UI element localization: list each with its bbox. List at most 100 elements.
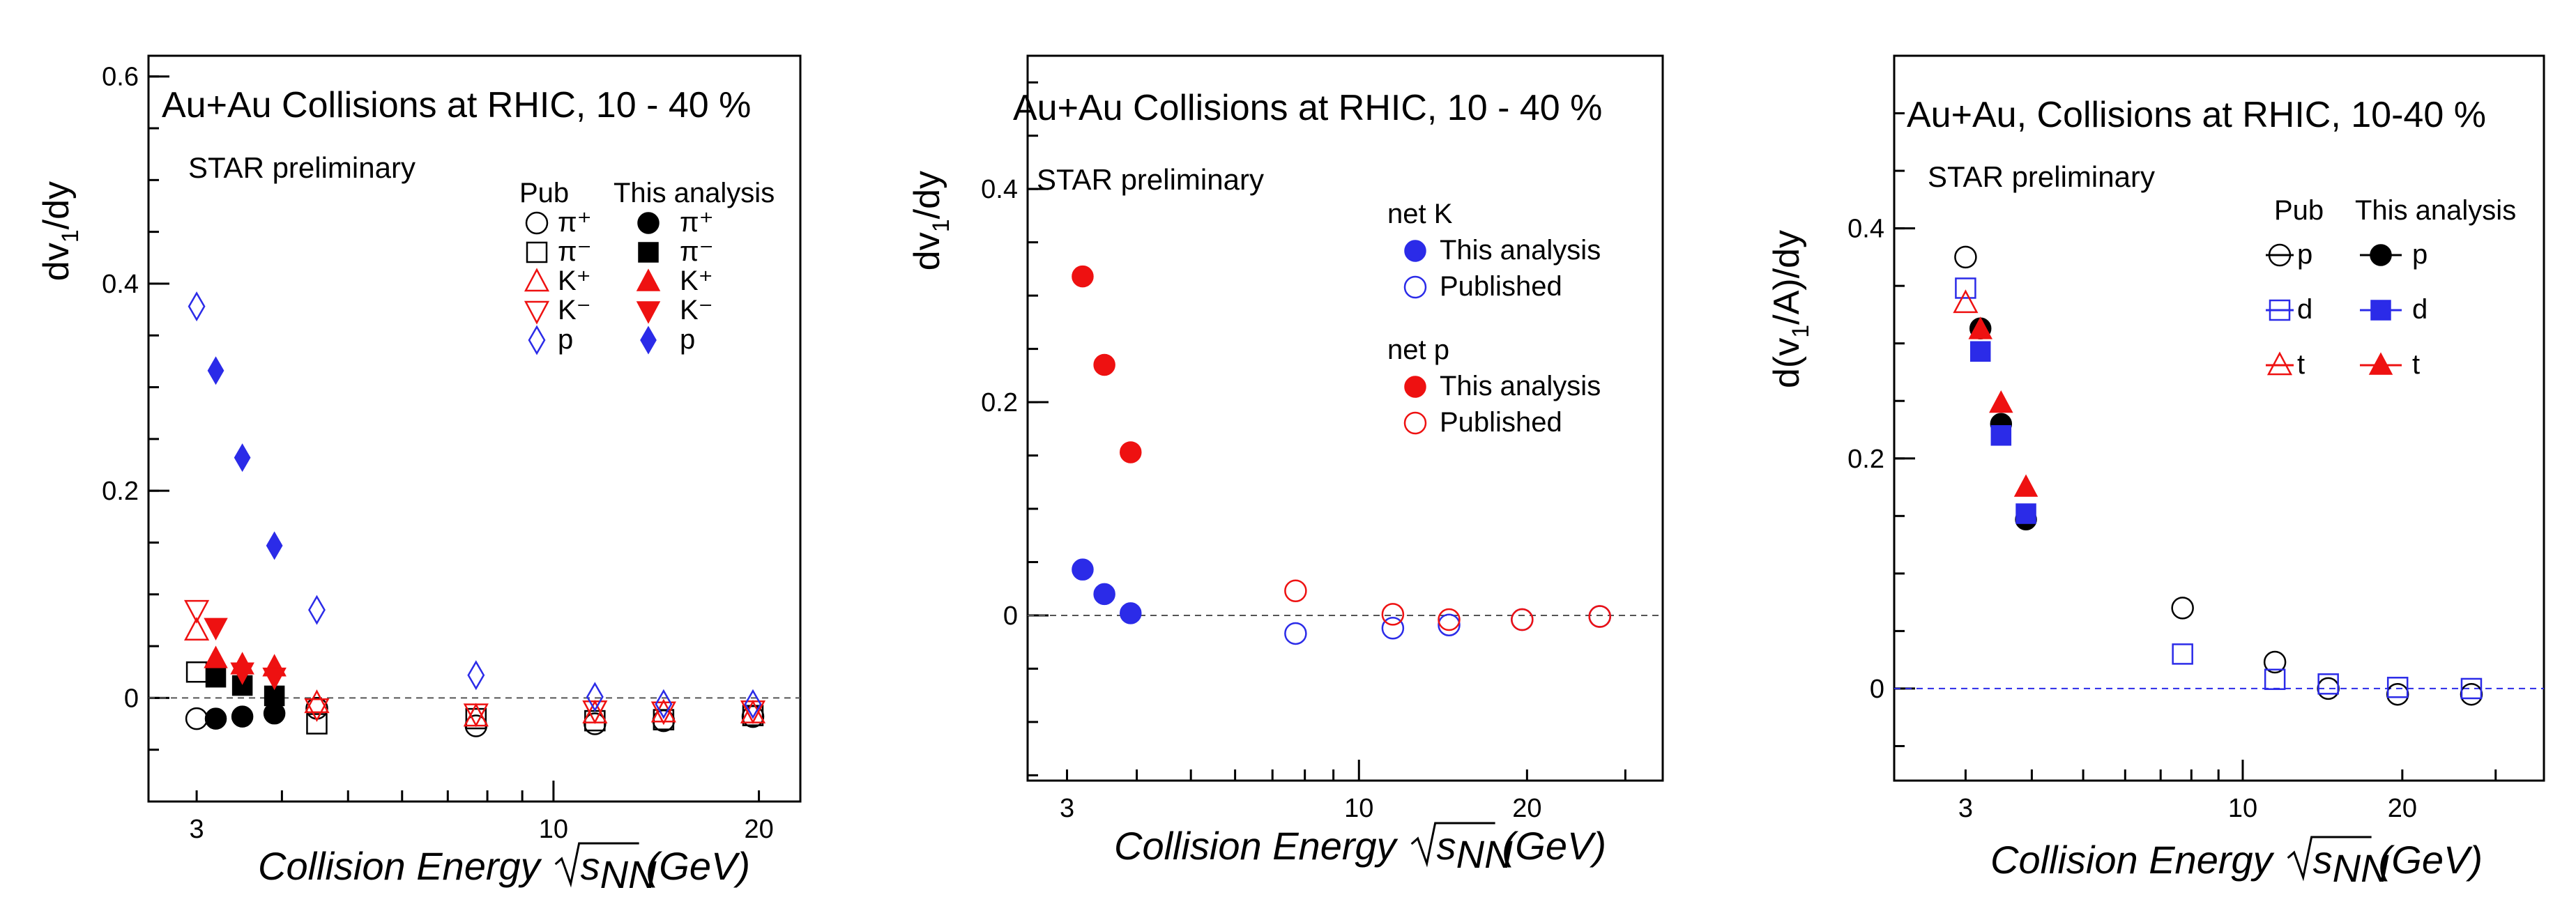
data-point xyxy=(2263,650,2287,674)
legend: net K This analysis Published net p This ana… xyxy=(1387,199,1601,438)
legend-header: Pub xyxy=(2274,195,2324,226)
chart-title: Au+Au Collisions at RHIC, 10 - 40 % xyxy=(1013,88,1602,128)
legend-marker xyxy=(2268,243,2292,267)
legend-marker xyxy=(528,325,546,355)
data-point xyxy=(2013,474,2038,497)
data-point xyxy=(2317,673,2339,695)
data-point xyxy=(304,689,330,714)
chart-subtitle: STAR preliminary xyxy=(1928,160,2155,193)
data-point xyxy=(1954,245,1977,269)
svg-text:Collision Energy: Collision Energy xyxy=(258,844,542,888)
data-point xyxy=(204,707,227,730)
svg-text:(GeV): (GeV) xyxy=(1502,824,1606,868)
legend-header: Pub xyxy=(519,178,569,208)
data-point xyxy=(2171,597,2194,620)
legend-header: This analysis xyxy=(2355,195,2516,226)
svg-text:NN: NN xyxy=(2333,846,2389,890)
data-point xyxy=(1955,277,1976,299)
data-point xyxy=(740,700,766,724)
data-point xyxy=(655,689,673,719)
data-point xyxy=(308,595,326,625)
data-point xyxy=(185,661,208,683)
data-point xyxy=(1588,605,1611,628)
chart-title: Au+Au, Collisions at RHIC, 10-40 % xyxy=(1907,95,2486,135)
data-point xyxy=(1511,608,1534,631)
y-axis-label: d(v1/A)/dy xyxy=(1767,230,1814,388)
y-tick-label: 0 xyxy=(1870,675,1884,704)
legend-label: π⁻ xyxy=(680,236,714,267)
x-tick-label: 20 xyxy=(744,815,773,844)
data-point xyxy=(2264,668,2286,690)
data-point xyxy=(582,700,608,724)
legend-label: p xyxy=(2297,239,2312,270)
axis-ticks: 0 0.2 0.4 0.6 3 10 20 xyxy=(102,63,800,844)
data-point xyxy=(204,618,228,641)
svg-text:Collision Energy: Collision Energy xyxy=(1114,824,1398,868)
data-point xyxy=(1381,603,1405,626)
data-point xyxy=(2460,682,2483,706)
data-points xyxy=(184,291,766,737)
y-tick-label: 0.2 xyxy=(1847,445,1884,474)
svg-text:(GeV): (GeV) xyxy=(2379,838,2483,882)
legend-marker xyxy=(636,268,661,291)
x-tick-label: 10 xyxy=(1344,794,1373,823)
legend-label: π⁺ xyxy=(680,207,714,238)
x-tick-label: 10 xyxy=(539,815,568,844)
svg-text:s: s xyxy=(581,844,600,888)
svg-text:s: s xyxy=(2313,838,2333,882)
data-point xyxy=(305,697,328,720)
y-tick-label: 0.4 xyxy=(981,175,1018,204)
panel-3: Au+Au, Collisions at RHIC, 10-40 % STAR … xyxy=(1767,54,2545,890)
data-point xyxy=(1438,608,1461,631)
data-point xyxy=(2172,643,2193,665)
data-point xyxy=(262,667,287,691)
legend-marker xyxy=(524,300,550,325)
data-point xyxy=(1093,353,1115,376)
y-tick-label: 0.6 xyxy=(102,63,139,92)
y-tick-label: 0.4 xyxy=(102,270,139,299)
legend-label: K⁻ xyxy=(558,295,591,325)
data-point xyxy=(1072,265,1094,288)
data-point xyxy=(1120,602,1142,624)
svg-text:NN: NN xyxy=(1456,832,1513,876)
legend-marker xyxy=(2370,300,2391,321)
axis-ticks: 0 0.2 0.4 3 10 20 xyxy=(1847,54,2544,823)
legend-label: d xyxy=(2297,294,2312,325)
data-point xyxy=(1953,289,1979,314)
svg-text:(GeV): (GeV) xyxy=(646,844,750,888)
chart-title: Au+Au Collisions at RHIC, 10 - 40 % xyxy=(162,85,751,125)
data-point xyxy=(184,617,210,641)
data-point xyxy=(1969,341,1991,362)
data-point xyxy=(1072,558,1094,581)
data-point xyxy=(1968,316,1992,339)
legend-label: K⁻ xyxy=(680,295,713,325)
data-point xyxy=(2386,682,2409,706)
legend-header: This analysis xyxy=(613,178,775,208)
y-tick-label: 0 xyxy=(1003,601,1018,631)
data-point xyxy=(205,666,227,688)
data-point xyxy=(231,705,254,728)
data-point xyxy=(306,713,328,735)
legend-marker xyxy=(636,301,661,324)
data-point xyxy=(204,645,228,668)
legend-label: This analysis xyxy=(1440,235,1601,266)
legend-label: Published xyxy=(1440,271,1562,302)
data-point xyxy=(234,443,251,473)
y-axis-label: dv1/dy xyxy=(907,171,954,270)
legend-marker xyxy=(1404,240,1426,262)
data-point xyxy=(1284,579,1307,603)
data-point xyxy=(1990,425,2012,446)
legend-marker xyxy=(1403,275,1427,299)
axis-ticks: 0 0.2 0.4 3 10 20 xyxy=(981,81,1663,823)
legend-marker xyxy=(640,325,657,355)
x-tick-label: 3 xyxy=(190,815,204,844)
plot-frame xyxy=(147,54,802,803)
chart-subtitle: STAR preliminary xyxy=(1037,163,1264,196)
y-tick-label: 0 xyxy=(124,684,139,713)
legend-marker xyxy=(525,211,549,235)
svg-text:NN: NN xyxy=(600,852,657,896)
legend-marker xyxy=(637,212,660,234)
data-point xyxy=(2386,677,2409,698)
